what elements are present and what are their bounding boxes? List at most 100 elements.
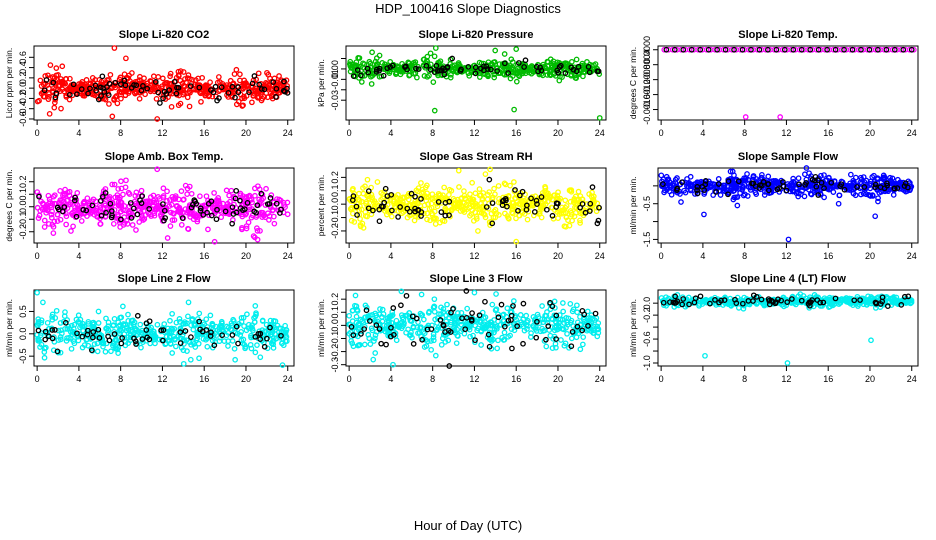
data-point-black (520, 300, 527, 307)
data-point-black (807, 46, 814, 53)
data-point (547, 332, 554, 339)
data-point (172, 343, 179, 350)
data-point-black (235, 340, 241, 347)
data-point (538, 203, 545, 210)
data-point-black (249, 80, 256, 87)
panel-title: Slope Li-820 Pressure (419, 29, 534, 41)
data-point-black (487, 66, 494, 73)
data-point-black (252, 333, 259, 340)
data-point (802, 171, 808, 178)
data-point (358, 79, 365, 85)
data-point (118, 95, 124, 102)
data-point (163, 80, 169, 86)
data-point-black (79, 333, 86, 340)
data-point-black (667, 299, 673, 305)
data-point-black (270, 79, 277, 85)
data-point (858, 191, 864, 198)
data-point-black (107, 200, 114, 207)
data-point (512, 312, 519, 319)
data-point (890, 192, 897, 198)
data-point (433, 215, 439, 222)
data-point-black (517, 192, 523, 199)
data-point-black (533, 334, 540, 341)
data-point-black (395, 214, 401, 220)
data-point-black (818, 179, 825, 186)
data-point (803, 165, 810, 171)
data-point (178, 222, 185, 228)
data-point (728, 187, 734, 194)
data-point (446, 191, 452, 198)
data-point (577, 210, 584, 217)
data-point-black (78, 86, 85, 92)
data-point (277, 325, 284, 332)
data-point (356, 324, 363, 331)
data-point-black (815, 46, 822, 53)
data-point-black (102, 190, 109, 196)
data-point (724, 188, 731, 194)
plot-frame (345, 167, 607, 244)
data-point (367, 341, 374, 347)
data-point-black (549, 212, 556, 219)
data-point-black (707, 300, 713, 307)
data-point (507, 75, 514, 82)
y-tick-label: -0.2 (642, 307, 652, 323)
data-point-black (765, 187, 772, 194)
data-point (241, 84, 248, 90)
data-point (356, 190, 362, 197)
data-point-black (514, 323, 520, 329)
data-point (50, 89, 56, 96)
data-point (366, 58, 373, 65)
data-point-black (549, 303, 556, 310)
data-point-black (872, 184, 878, 190)
data-point-black (197, 326, 203, 333)
x-tick-label: 24 (283, 374, 293, 384)
data-point-black (353, 203, 360, 210)
outlier-point (109, 113, 116, 120)
data-point (252, 303, 259, 309)
data-point-black (367, 318, 373, 324)
data-point-black (246, 89, 252, 96)
data-point-black (187, 83, 194, 89)
data-point (250, 92, 257, 99)
data-point (118, 178, 124, 185)
data-points (346, 288, 602, 369)
data-point (549, 64, 556, 70)
data-point-black (418, 196, 424, 202)
x-tick-label: 12 (781, 251, 791, 261)
data-point-black (663, 46, 670, 53)
data-point (860, 190, 867, 197)
x-tick-label: 4 (700, 128, 705, 138)
data-point (161, 321, 168, 327)
data-points (34, 45, 291, 122)
outlier-point (777, 114, 784, 120)
data-point (524, 216, 531, 223)
data-point (252, 313, 259, 320)
data-point (192, 344, 199, 350)
data-point-black (778, 297, 785, 304)
data-point (480, 71, 486, 77)
data-point-black (134, 312, 141, 319)
outlier-point (471, 289, 478, 296)
y-tick-label: -0.2 (330, 344, 340, 360)
data-point (527, 334, 534, 340)
data-point-black (660, 299, 667, 306)
data-point (52, 96, 59, 103)
data-point (35, 215, 42, 221)
data-point (357, 203, 363, 210)
data-point (109, 181, 116, 188)
data-point-black (533, 197, 540, 204)
data-point (51, 99, 58, 106)
data-point (721, 188, 728, 195)
data-point (830, 189, 837, 195)
data-point (207, 79, 213, 86)
data-point-black (783, 187, 790, 194)
data-point (49, 314, 55, 320)
data-point-black (103, 209, 109, 216)
data-point (492, 307, 499, 314)
plot-frame (657, 45, 919, 121)
data-point-black (155, 89, 162, 96)
data-point (75, 337, 82, 344)
data-point (108, 348, 114, 355)
data-point-black (670, 299, 677, 306)
data-point-black (158, 327, 165, 334)
